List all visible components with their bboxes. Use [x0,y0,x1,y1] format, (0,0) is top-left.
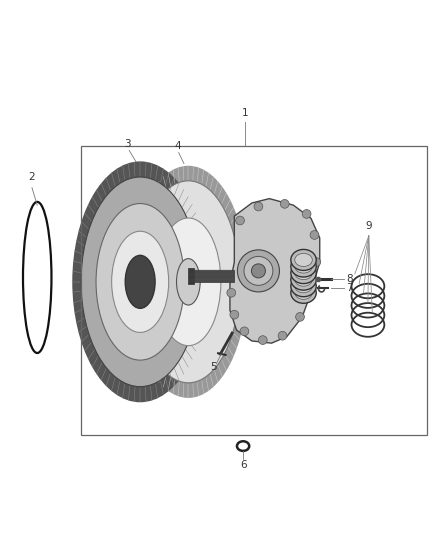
Ellipse shape [112,231,169,333]
Circle shape [237,250,279,292]
Text: 3: 3 [124,139,131,149]
Circle shape [236,216,244,225]
Circle shape [302,209,311,219]
Circle shape [304,286,313,295]
Circle shape [254,202,263,211]
Ellipse shape [137,181,240,383]
Circle shape [251,264,265,278]
Ellipse shape [96,204,184,360]
Text: 8: 8 [346,274,353,284]
Circle shape [312,258,321,266]
Text: 2: 2 [28,172,35,182]
Polygon shape [230,199,320,343]
Ellipse shape [295,253,312,266]
Circle shape [280,199,289,208]
Ellipse shape [295,286,312,300]
FancyBboxPatch shape [188,268,194,284]
Circle shape [278,332,287,340]
Ellipse shape [177,259,200,305]
Circle shape [244,256,273,285]
Circle shape [230,310,239,319]
Text: 9: 9 [365,221,372,231]
Circle shape [296,312,304,321]
Ellipse shape [291,249,316,270]
Text: 5: 5 [210,361,217,372]
Ellipse shape [129,166,247,398]
Ellipse shape [291,276,316,297]
Ellipse shape [291,282,316,303]
Text: 7: 7 [346,284,353,293]
Text: 4: 4 [174,141,181,151]
Ellipse shape [81,177,199,386]
Ellipse shape [72,161,208,402]
Circle shape [310,231,319,239]
Ellipse shape [295,280,312,293]
Ellipse shape [156,218,221,346]
Ellipse shape [291,269,316,290]
Ellipse shape [291,256,316,277]
Ellipse shape [125,255,155,308]
Circle shape [240,327,249,336]
Text: 6: 6 [240,460,247,470]
Ellipse shape [295,260,312,273]
Ellipse shape [291,263,316,284]
Ellipse shape [295,266,312,280]
Text: 1: 1 [242,108,249,118]
Bar [81,146,427,435]
Circle shape [258,336,267,344]
Ellipse shape [295,273,312,286]
FancyBboxPatch shape [193,270,234,282]
Circle shape [227,288,236,297]
